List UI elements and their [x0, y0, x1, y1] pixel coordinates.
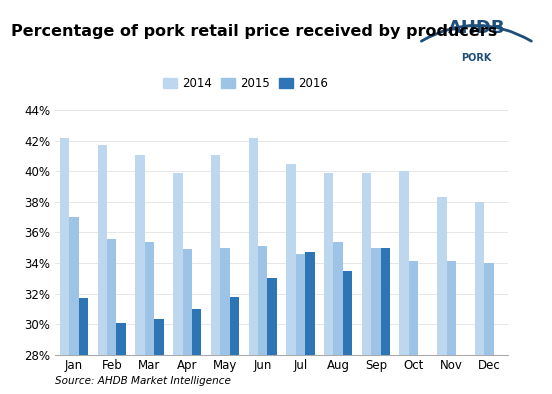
Bar	[267, 278, 277, 355]
Bar	[380, 248, 390, 355]
Bar	[296, 254, 305, 355]
Bar	[343, 271, 352, 355]
Bar	[484, 263, 493, 355]
Bar	[145, 242, 154, 355]
Bar	[248, 138, 258, 355]
Bar	[333, 242, 343, 355]
Legend: 2014, 2015, 2016: 2014, 2015, 2016	[158, 72, 332, 95]
Bar	[286, 164, 296, 355]
Bar	[116, 323, 126, 355]
Bar	[135, 154, 145, 355]
Text: AHDB: AHDB	[448, 19, 505, 37]
Bar	[70, 217, 79, 355]
Bar	[400, 171, 409, 355]
Bar	[192, 309, 201, 355]
Bar	[475, 202, 484, 355]
Bar	[371, 248, 380, 355]
Bar	[305, 252, 315, 355]
Text: Percentage of pork retail price received by producers: Percentage of pork retail price received…	[11, 24, 497, 39]
Bar	[173, 173, 183, 355]
Bar	[437, 197, 447, 355]
Bar	[409, 262, 418, 355]
Bar	[211, 154, 220, 355]
Text: PORK: PORK	[461, 53, 492, 63]
Bar	[220, 248, 230, 355]
Bar	[447, 262, 456, 355]
Bar	[98, 145, 107, 355]
Bar	[154, 320, 163, 355]
Bar	[258, 246, 267, 355]
Text: Source: AHDB Market Intelligence: Source: AHDB Market Intelligence	[55, 376, 231, 386]
Bar	[183, 249, 192, 355]
Bar	[230, 297, 239, 355]
Bar	[60, 138, 70, 355]
Bar	[324, 173, 333, 355]
Bar	[362, 173, 371, 355]
Bar	[79, 298, 88, 355]
Bar	[107, 239, 116, 355]
